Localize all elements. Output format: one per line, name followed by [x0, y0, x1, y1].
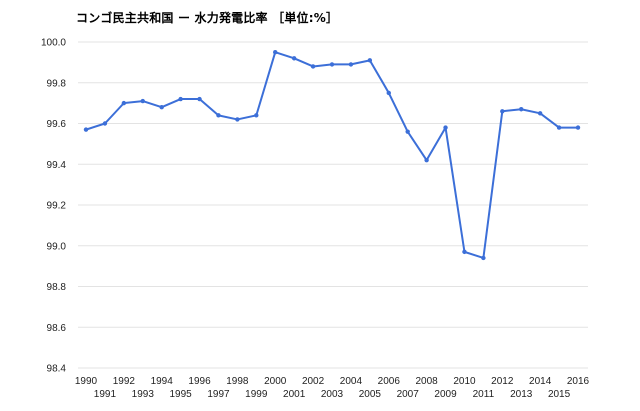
x-tick-label: 2003: [321, 389, 344, 400]
x-tick-label: 2006: [378, 376, 401, 387]
x-tick-label: 2013: [510, 389, 533, 400]
y-tick-label: 99.2: [47, 201, 67, 212]
data-point: [462, 249, 467, 255]
data-point: [140, 98, 145, 104]
data-point: [519, 107, 524, 112]
x-tick-label: 2012: [491, 376, 514, 387]
data-point: [310, 64, 316, 69]
series-layer: [83, 49, 581, 261]
data-point: [367, 58, 373, 63]
x-tick-label: 1992: [113, 376, 136, 387]
x-tick-label: 1998: [226, 376, 249, 387]
x-tick-label: 1993: [132, 389, 155, 400]
data-point: [424, 157, 429, 163]
x-tick-label: 1990: [75, 376, 98, 387]
x-tick-label: 2001: [283, 389, 306, 400]
data-point: [83, 127, 89, 132]
y-tick-label: 98.4: [47, 364, 67, 375]
data-point: [500, 109, 505, 114]
x-tick-label: 2011: [473, 389, 495, 400]
y-tick-label: 99.8: [47, 78, 67, 89]
x-tick-label: 1997: [207, 389, 230, 400]
data-point: [575, 125, 581, 130]
data-point: [102, 121, 108, 126]
grid-lines: [78, 41, 588, 369]
x-tick-label: 2014: [529, 376, 552, 387]
x-tick-label: 2000: [264, 376, 287, 387]
data-point: [537, 111, 543, 116]
y-tick-label: 99.6: [47, 119, 67, 130]
x-tick-label: 1995: [169, 389, 192, 400]
data-point: [235, 117, 240, 122]
x-tick-label: 2009: [434, 389, 457, 400]
data-point: [178, 96, 183, 102]
x-tick-label: 1994: [151, 376, 174, 387]
data-point: [443, 125, 448, 130]
y-tick-label: 100.0: [41, 38, 66, 49]
x-tick-label: 2005: [359, 389, 382, 400]
x-axis-ticks: 1990 1991 1992 1993 1994 1995 1996 1997 1998 1999…: [75, 376, 590, 400]
y-axis-ticks: 100.0 99.8 99.6 99.4 99.2 99.0 98.8 98.6 98.4: [41, 38, 66, 375]
data-point: [329, 62, 335, 67]
x-tick-label: 2002: [302, 376, 325, 387]
y-tick-label: 98.8: [47, 282, 67, 293]
data-point: [273, 49, 278, 55]
data-point: [348, 62, 354, 67]
x-tick-label: 2016: [567, 376, 590, 387]
x-tick-label: 2007: [397, 389, 420, 400]
data-point: [291, 56, 297, 61]
data-point: [386, 90, 391, 96]
x-tick-label: 2004: [340, 376, 363, 387]
data-point: [556, 125, 562, 130]
data-point: [159, 105, 164, 110]
x-tick-label: 1999: [245, 389, 268, 400]
y-tick-label: 99.0: [47, 241, 67, 252]
y-tick-label: 99.4: [47, 160, 67, 171]
data-point: [254, 113, 259, 118]
data-point: [121, 100, 127, 106]
x-tick-label: 2015: [548, 389, 571, 400]
x-tick-label: 1996: [188, 376, 211, 387]
chart-title: コンゴ民主共和国 ー 水力発電比率 ［単位:%］: [76, 11, 339, 25]
y-tick-label: 98.6: [47, 323, 67, 334]
data-point: [216, 113, 221, 118]
data-point: [405, 129, 410, 134]
x-tick-label: 2010: [453, 376, 476, 387]
x-tick-label: 2008: [415, 376, 438, 387]
data-point: [481, 255, 486, 261]
x-tick-label: 1991: [94, 389, 117, 400]
data-point: [197, 96, 202, 102]
